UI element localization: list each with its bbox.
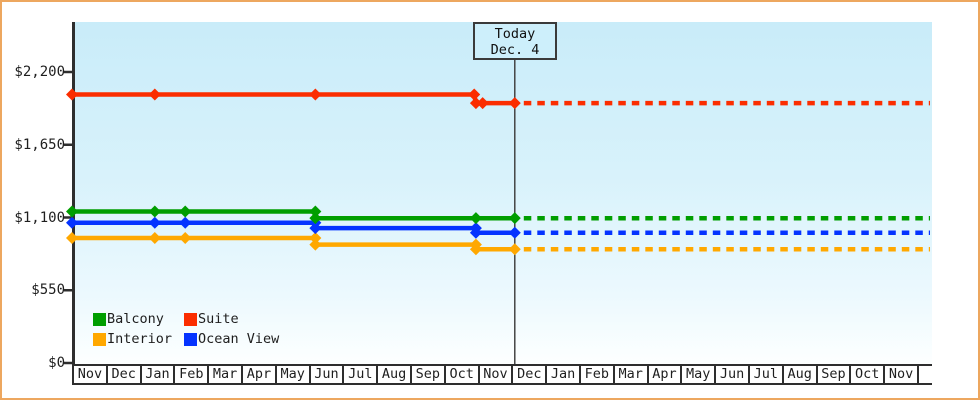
legend-swatch-icon [93, 333, 106, 346]
x-axis-month-cell: Feb [175, 366, 210, 383]
x-axis-month-cell: Aug [784, 366, 818, 383]
legend-label: Ocean View [198, 331, 280, 347]
x-axis-month-cell: Feb [581, 366, 615, 383]
x-axis: Nov Dec Jan Feb Mar Apr May Jun Jul Aug Sep Oct Nov D… [72, 364, 932, 385]
x-axis-month-cell: Sep [818, 366, 852, 383]
x-axis-month-cell: Mar [615, 366, 649, 383]
legend-swatch-icon [184, 313, 197, 326]
x-axis-month-cell: Sep [412, 366, 446, 383]
plot-area [73, 22, 932, 364]
y-axis-label: $1,100 [14, 209, 65, 226]
x-axis-month-cell: Apr [243, 366, 277, 383]
y-axis-label: $1,650 [14, 136, 65, 153]
today-label: Today [494, 26, 536, 42]
x-axis-month-cell: Jul [344, 366, 379, 383]
legend-item-interior: Interior [93, 331, 184, 347]
x-axis-month-cell: Jan [142, 366, 176, 383]
x-axis-filler-cell [919, 366, 932, 383]
today-date: Dec. 4 [490, 42, 540, 58]
x-axis-month-cell: Dec [108, 366, 142, 383]
x-axis-month-cell: Oct [446, 366, 480, 383]
today-annotation: Today Dec. 4 [473, 22, 557, 60]
x-axis-month-cell: Jan [547, 366, 581, 383]
legend-swatch-icon [184, 333, 197, 346]
y-axis-label: $2,200 [14, 64, 65, 80]
x-axis-month-cell: May [277, 366, 311, 383]
x-axis-month-cell: Jun [716, 366, 750, 383]
y-axis-label: $550 [31, 282, 65, 299]
legend-label: Interior [107, 331, 173, 347]
legend: Balcony Suite Interior Ocean View [93, 311, 280, 347]
x-axis-month-cell: Nov [885, 366, 919, 383]
x-axis-month-cell: Aug [378, 366, 412, 383]
x-axis-month-cell: Jun [311, 366, 345, 383]
x-axis-month-cell: Apr [649, 366, 683, 383]
legend-label: Balcony [107, 311, 164, 327]
x-axis-month-cell: Mar [209, 366, 243, 383]
x-axis-month-cell: May [682, 366, 717, 383]
legend-item-balcony: Balcony [93, 311, 184, 327]
x-axis-month-cell: Oct [851, 366, 886, 383]
legend-swatch-icon [93, 313, 106, 326]
x-axis-month-cell: Dec [513, 366, 548, 383]
y-axis-label: $0 [48, 355, 65, 371]
legend-item-ocean-view: Ocean View [184, 331, 280, 347]
x-axis-month-cell: Nov [480, 366, 514, 383]
x-axis-month-cell: Jul [750, 366, 784, 383]
legend-label: Suite [198, 311, 239, 327]
x-axis-month-cell: Nov [74, 366, 108, 383]
legend-item-suite: Suite [184, 311, 279, 327]
